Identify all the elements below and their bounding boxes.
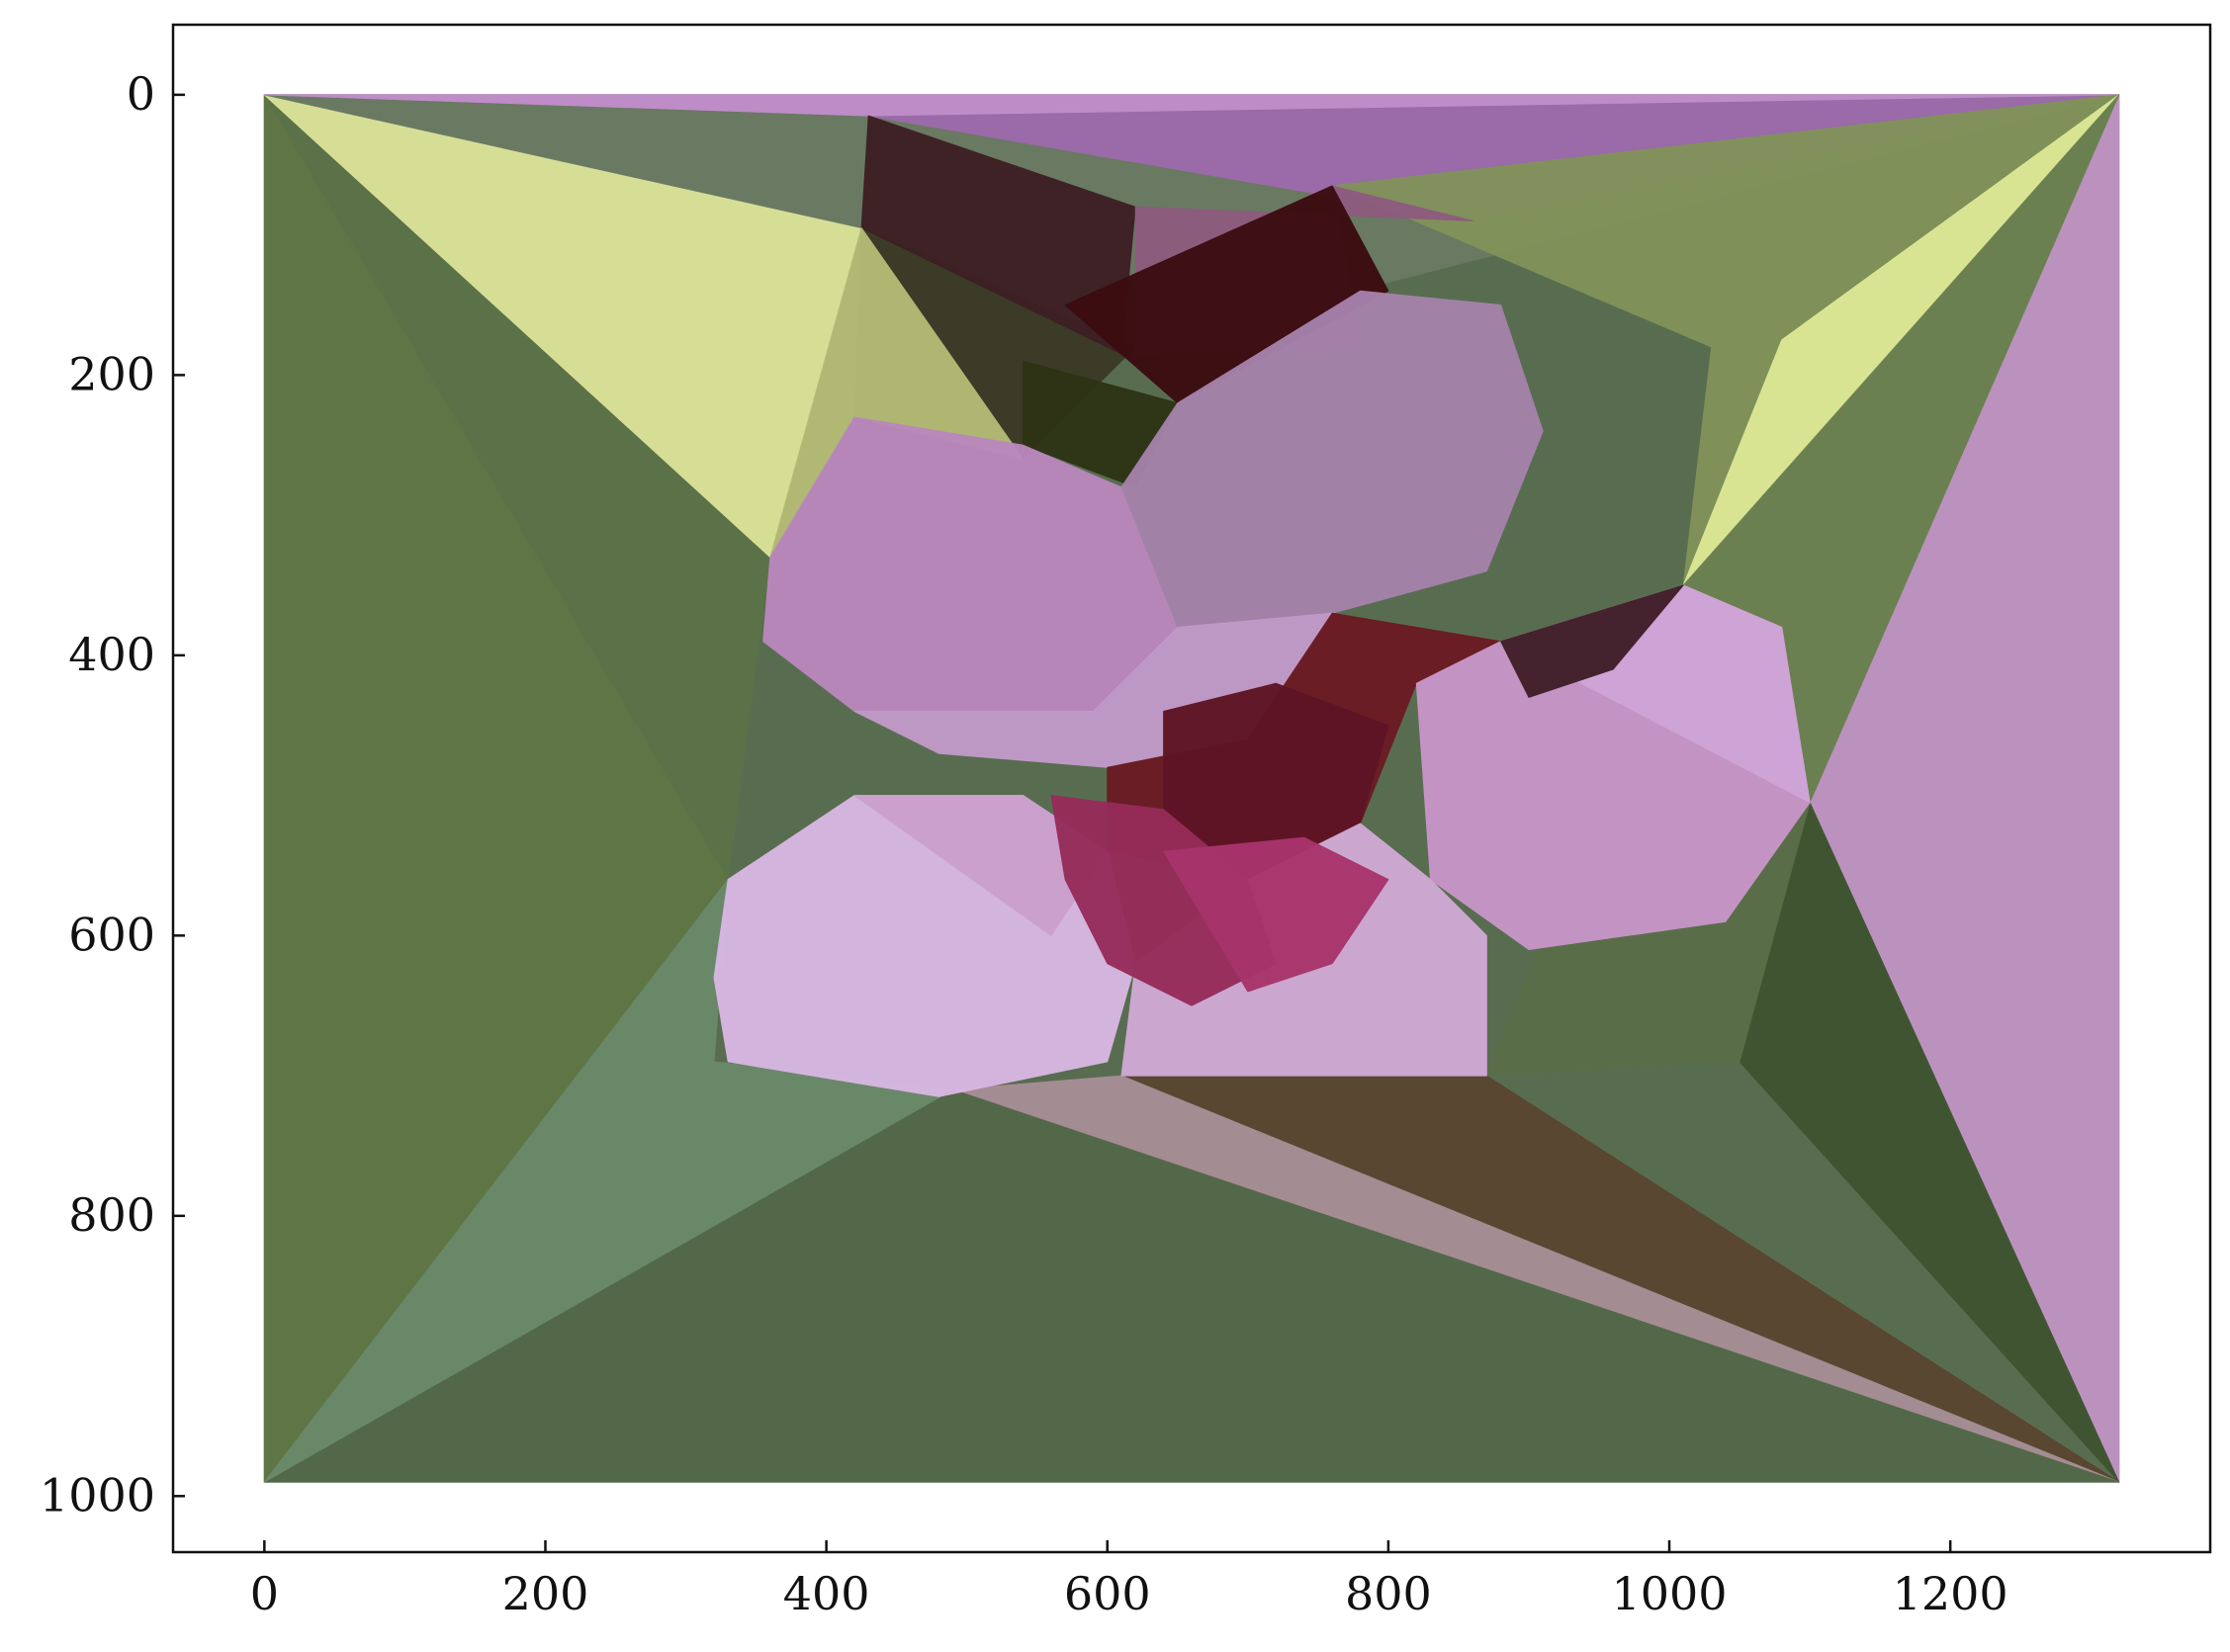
x-tick-label: 0 <box>250 1567 279 1620</box>
y-tick-label: 1000 <box>40 1468 155 1522</box>
y-axis: 0 200 400 600 800 1000 <box>40 67 185 1522</box>
x-tick-label: 800 <box>1345 1567 1432 1620</box>
image-polygon-16 <box>263 879 953 1483</box>
image-polygon-33 <box>1050 795 1277 1006</box>
axes-frame <box>171 23 2212 1554</box>
x-tick-label: 1000 <box>1611 1567 1727 1620</box>
x-tick-label: 1200 <box>1893 1567 2008 1620</box>
image-polygon-21 <box>1064 185 1389 404</box>
x-axis: 0 200 400 600 800 1000 1200 <box>250 1540 2008 1620</box>
y-tick-label: 400 <box>68 628 155 681</box>
y-tick-label: 0 <box>127 67 155 121</box>
triangulated-flower-image <box>263 94 2120 1483</box>
image-polygon-24 <box>1120 290 1544 628</box>
image-polygon-6 <box>263 94 2120 117</box>
x-tick-label: 600 <box>1064 1567 1151 1620</box>
image-polygon-34 <box>1163 836 1389 993</box>
y-tick-label: 200 <box>68 347 155 400</box>
x-tick-label: 400 <box>783 1567 870 1620</box>
y-tick-label: 800 <box>68 1188 155 1242</box>
x-tick-label: 200 <box>502 1567 589 1620</box>
image-polygon-35 <box>1500 584 1684 698</box>
y-tick-label: 600 <box>68 908 155 961</box>
